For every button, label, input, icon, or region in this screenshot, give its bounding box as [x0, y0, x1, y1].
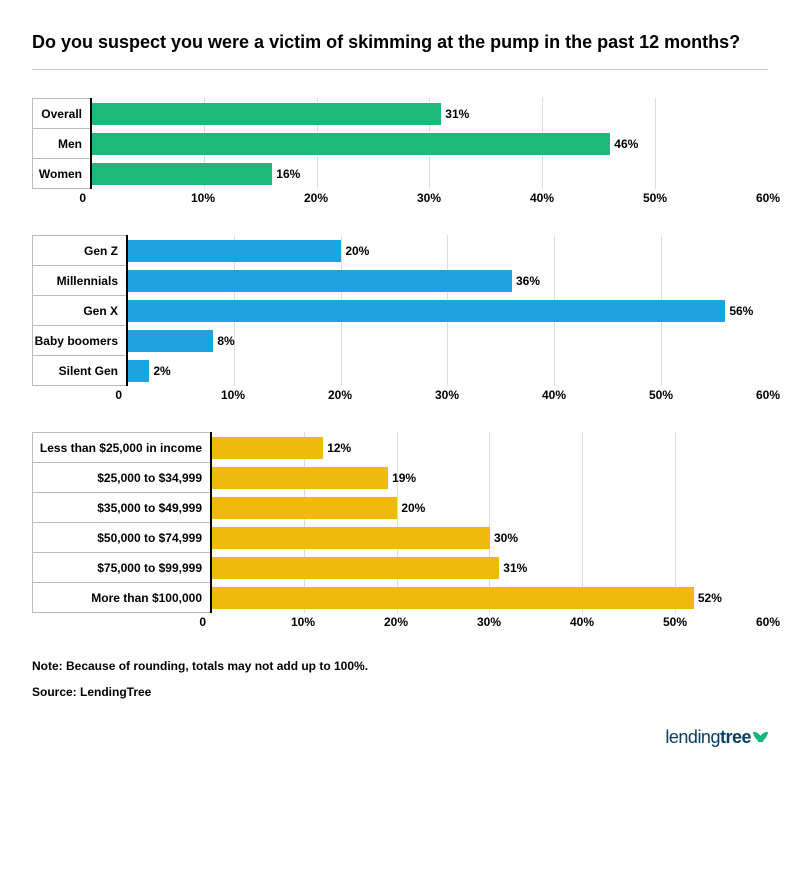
chart-generation: Gen ZMillennialsGen XBaby boomersSilent …	[32, 235, 768, 404]
bar-value-label: 31%	[499, 561, 527, 575]
axis-tick: 30%	[435, 388, 459, 402]
row-label: Silent Gen	[32, 356, 126, 386]
chart-gender: OverallMenWomen31%46%16%010%20%30%40%50%…	[32, 98, 768, 207]
bar: 8%	[128, 330, 213, 352]
logo-container: lendingtree	[32, 727, 768, 748]
row-label: $25,000 to $34,999	[32, 463, 210, 493]
row-label: Women	[32, 159, 90, 189]
bar: 31%	[92, 103, 441, 125]
bar: 36%	[128, 270, 512, 292]
bar-row: 19%	[212, 463, 768, 493]
axis-tick: 20%	[384, 615, 408, 629]
axis-tick: 40%	[542, 388, 566, 402]
bar-value-label: 20%	[397, 501, 425, 515]
row-label: More than $100,000	[32, 583, 210, 613]
axis-zero: 0	[32, 388, 126, 404]
bar-row: 20%	[212, 493, 768, 523]
bar: 20%	[212, 497, 397, 519]
row-label: Less than $25,000 in income	[32, 433, 210, 463]
row-label: $75,000 to $99,999	[32, 553, 210, 583]
lendingtree-logo: lendingtree	[665, 727, 768, 748]
bar-row: 20%	[128, 236, 768, 266]
title-divider	[32, 69, 768, 70]
axis-tick: 10%	[191, 191, 215, 205]
bar-value-label: 20%	[341, 244, 369, 258]
bar-row: 30%	[212, 523, 768, 553]
bar-value-label: 46%	[610, 137, 638, 151]
bar-value-label: 12%	[323, 441, 351, 455]
bar-value-label: 36%	[512, 274, 540, 288]
row-label: $35,000 to $49,999	[32, 493, 210, 523]
logo-text: lendingtree	[665, 727, 751, 748]
bar-value-label: 56%	[725, 304, 753, 318]
source-text: Source: LendingTree	[32, 685, 768, 699]
bar-row: 31%	[212, 553, 768, 583]
bar-row: 31%	[92, 99, 768, 129]
footnote: Note: Because of rounding, totals may no…	[32, 659, 768, 673]
bar: 19%	[212, 467, 388, 489]
axis-tick: 10%	[221, 388, 245, 402]
axis-tick: 30%	[477, 615, 501, 629]
charts-container: OverallMenWomen31%46%16%010%20%30%40%50%…	[32, 98, 768, 631]
chart-title: Do you suspect you were a victim of skim…	[32, 32, 768, 53]
row-label: Men	[32, 129, 90, 159]
bar: 30%	[212, 527, 490, 549]
bar-value-label: 31%	[441, 107, 469, 121]
bar: 31%	[212, 557, 499, 579]
axis-tick: 50%	[663, 615, 687, 629]
axis-tick: 60%	[756, 615, 780, 629]
bar-row: 52%	[212, 583, 768, 613]
row-label: Overall	[32, 99, 90, 129]
bar: 52%	[212, 587, 694, 609]
bar-row: 16%	[92, 159, 768, 189]
row-label: $50,000 to $74,999	[32, 523, 210, 553]
chart-income: Less than $25,000 in income$25,000 to $3…	[32, 432, 768, 631]
axis-tick: 40%	[570, 615, 594, 629]
leaf-icon	[754, 731, 768, 745]
bar-row: 12%	[212, 433, 768, 463]
axis-tick: 20%	[304, 191, 328, 205]
axis-tick: 40%	[530, 191, 554, 205]
bar: 56%	[128, 300, 725, 322]
bar-value-label: 8%	[213, 334, 234, 348]
bar-row: 8%	[128, 326, 768, 356]
axis-zero: 0	[32, 191, 90, 207]
bar-value-label: 52%	[694, 591, 722, 605]
bar-row: 36%	[128, 266, 768, 296]
row-label: Gen X	[32, 296, 126, 326]
bar-value-label: 16%	[272, 167, 300, 181]
axis-tick: 50%	[643, 191, 667, 205]
bar-value-label: 19%	[388, 471, 416, 485]
bar: 2%	[128, 360, 149, 382]
bar: 12%	[212, 437, 323, 459]
axis-tick: 50%	[649, 388, 673, 402]
axis-zero: 0	[32, 615, 210, 631]
row-label: Baby boomers	[32, 326, 126, 356]
bar-value-label: 30%	[490, 531, 518, 545]
bar-row: 46%	[92, 129, 768, 159]
axis-tick: 30%	[417, 191, 441, 205]
axis-tick: 60%	[756, 191, 780, 205]
bar-row: 56%	[128, 296, 768, 326]
axis-tick: 10%	[291, 615, 315, 629]
bar-row: 2%	[128, 356, 768, 386]
row-label: Gen Z	[32, 236, 126, 266]
bar: 46%	[92, 133, 610, 155]
axis-tick: 60%	[756, 388, 780, 402]
bar: 20%	[128, 240, 341, 262]
bar: 16%	[92, 163, 272, 185]
row-label: Millennials	[32, 266, 126, 296]
bar-value-label: 2%	[149, 364, 170, 378]
axis-tick: 20%	[328, 388, 352, 402]
